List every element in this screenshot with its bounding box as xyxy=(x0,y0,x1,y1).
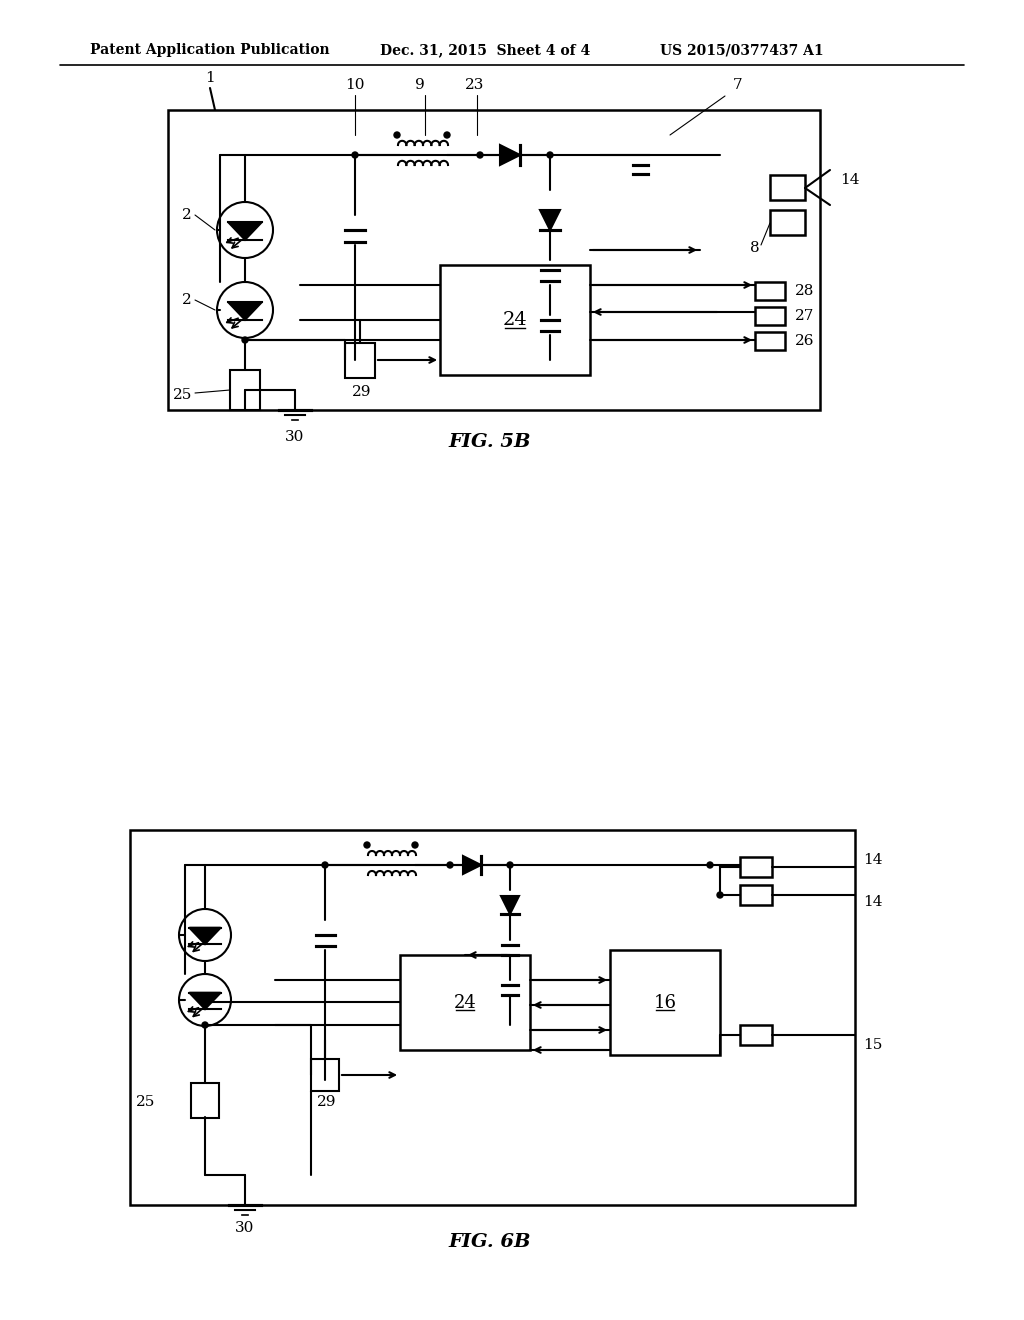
Text: 25: 25 xyxy=(135,1096,155,1109)
Text: 16: 16 xyxy=(653,994,677,1011)
Circle shape xyxy=(547,152,553,158)
Polygon shape xyxy=(540,210,560,230)
Circle shape xyxy=(242,337,248,343)
Text: 8: 8 xyxy=(751,242,760,255)
Bar xyxy=(191,1082,219,1118)
Text: 14: 14 xyxy=(863,853,883,867)
Text: 2: 2 xyxy=(182,293,193,308)
Circle shape xyxy=(707,862,713,869)
Text: 25: 25 xyxy=(173,388,193,403)
Text: Dec. 31, 2015  Sheet 4 of 4: Dec. 31, 2015 Sheet 4 of 4 xyxy=(380,44,590,57)
Text: 23: 23 xyxy=(465,78,484,92)
Circle shape xyxy=(507,862,513,869)
Bar xyxy=(168,110,820,411)
Circle shape xyxy=(477,152,483,158)
Circle shape xyxy=(352,152,358,158)
Bar xyxy=(770,176,805,201)
Bar xyxy=(740,1026,772,1045)
Bar xyxy=(610,950,720,1055)
Text: 7: 7 xyxy=(733,78,742,92)
Text: 30: 30 xyxy=(236,1221,255,1236)
Polygon shape xyxy=(463,855,481,874)
Circle shape xyxy=(447,862,453,869)
Circle shape xyxy=(322,862,328,869)
Text: 27: 27 xyxy=(795,309,814,323)
Polygon shape xyxy=(228,222,262,240)
Text: 15: 15 xyxy=(863,1038,883,1052)
Text: FIG. 5B: FIG. 5B xyxy=(449,433,531,451)
Text: 10: 10 xyxy=(345,78,365,92)
Text: 29: 29 xyxy=(352,385,372,399)
Bar xyxy=(740,857,772,876)
Text: 28: 28 xyxy=(795,284,814,298)
Bar xyxy=(770,210,805,235)
Bar xyxy=(740,884,772,906)
Bar xyxy=(230,370,260,411)
Bar xyxy=(755,282,785,300)
Text: 26: 26 xyxy=(795,334,814,348)
Polygon shape xyxy=(501,896,519,913)
Bar xyxy=(130,830,855,1205)
Text: 29: 29 xyxy=(317,1096,337,1109)
Polygon shape xyxy=(228,302,262,319)
Polygon shape xyxy=(189,928,220,944)
Text: 24: 24 xyxy=(503,312,527,329)
Text: 9: 9 xyxy=(415,78,425,92)
Polygon shape xyxy=(189,993,220,1008)
Text: 24: 24 xyxy=(454,994,476,1011)
Text: 30: 30 xyxy=(286,430,305,444)
Bar xyxy=(311,1059,339,1092)
Circle shape xyxy=(394,132,400,139)
Bar xyxy=(755,308,785,325)
Text: 2: 2 xyxy=(182,209,193,222)
Text: 1: 1 xyxy=(205,71,215,84)
Bar xyxy=(345,342,375,378)
Circle shape xyxy=(412,842,418,847)
Bar xyxy=(755,333,785,350)
Bar xyxy=(440,265,590,375)
Text: Patent Application Publication: Patent Application Publication xyxy=(90,44,330,57)
Bar xyxy=(400,954,530,1049)
Circle shape xyxy=(364,842,370,847)
Circle shape xyxy=(202,1022,208,1028)
Polygon shape xyxy=(500,145,520,165)
Text: US 2015/0377437 A1: US 2015/0377437 A1 xyxy=(660,44,823,57)
Text: 14: 14 xyxy=(840,173,859,187)
Text: FIG. 6B: FIG. 6B xyxy=(449,1233,531,1251)
Text: 14: 14 xyxy=(863,895,883,909)
Circle shape xyxy=(444,132,450,139)
Circle shape xyxy=(717,892,723,898)
